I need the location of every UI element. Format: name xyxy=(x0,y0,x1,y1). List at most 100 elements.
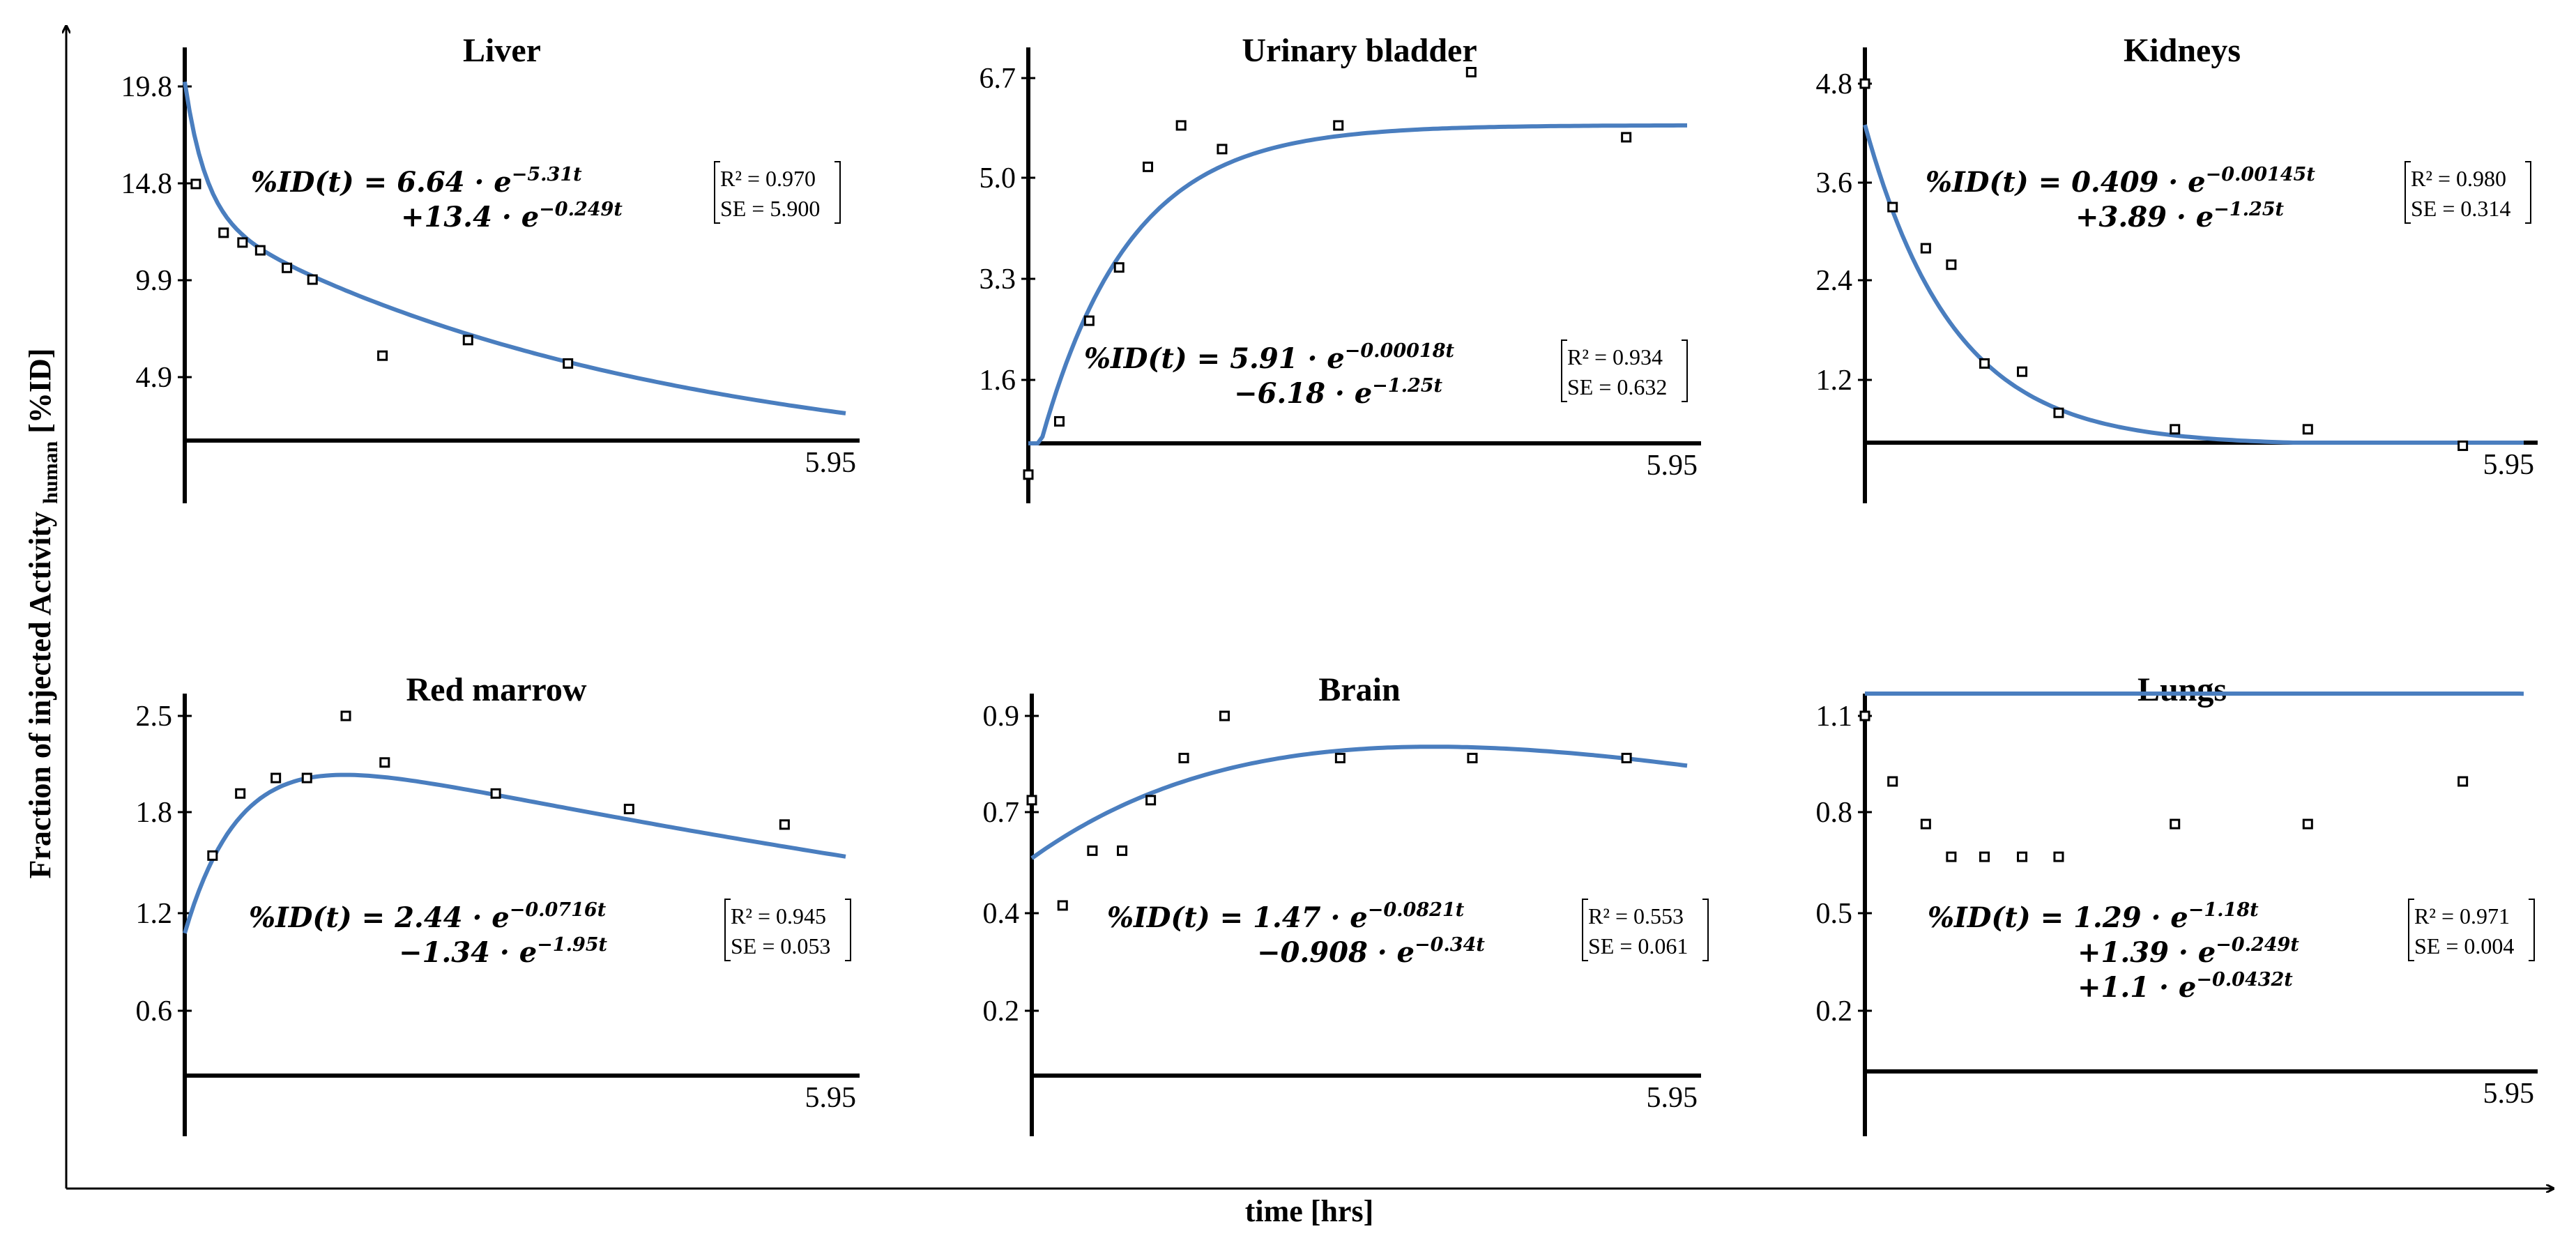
y-tick-label: 1.1 xyxy=(1816,701,1853,733)
data-point xyxy=(237,237,248,248)
y-tick-label: 9.9 xyxy=(136,265,173,297)
fit-stats-bracket-left xyxy=(2408,899,2414,961)
data-point xyxy=(1334,752,1346,763)
fit-se-label: SE = 5.900 xyxy=(720,196,820,221)
data-point xyxy=(1117,845,1128,856)
y-tick-label: 0.4 xyxy=(983,898,1020,930)
fit-stats-bracket-left xyxy=(724,899,731,961)
y-tick-label: 0.7 xyxy=(983,797,1020,829)
fit-curve xyxy=(1030,744,1688,860)
data-point xyxy=(1979,851,1990,862)
data-point xyxy=(563,358,574,369)
fit-stats-bracket-right xyxy=(834,161,841,224)
data-point xyxy=(2170,424,2181,435)
data-point xyxy=(1920,243,1931,254)
fit-equation-line: −1.34 · e−1.95t xyxy=(399,934,608,969)
y-tick-label: 1.2 xyxy=(136,898,173,930)
fit-r2-label: R² = 0.934 xyxy=(1567,344,1663,369)
fit-stats-bracket-right xyxy=(2529,899,2535,961)
global-x-axis-label: time [hrs] xyxy=(1245,1194,1374,1228)
fit-equation-line: %ID(t) = 0.409 · e−0.00145t xyxy=(1926,164,2315,199)
data-point xyxy=(1621,752,1632,763)
y-tick-label: 14.8 xyxy=(121,168,173,200)
data-point xyxy=(1053,415,1065,427)
x-tick-label-end: 5.95 xyxy=(805,447,857,479)
panel-title: Urinary bladder xyxy=(1242,32,1477,69)
data-point xyxy=(2053,851,2064,862)
data-point xyxy=(1178,752,1189,763)
fit-r2-label: R² = 0.945 xyxy=(731,903,826,929)
fit-stats-bracket-right xyxy=(1682,339,1688,402)
y-tick-label: 3.3 xyxy=(980,263,1016,296)
data-point xyxy=(1217,144,1228,155)
fit-r2-label: R² = 0.980 xyxy=(2411,166,2506,191)
data-point xyxy=(1057,900,1068,911)
data-point xyxy=(377,350,388,361)
y-tick-label: 0.9 xyxy=(983,701,1020,733)
data-point xyxy=(254,245,266,256)
data-point xyxy=(282,262,293,273)
data-point xyxy=(207,850,218,861)
fit-se-label: SE = 0.314 xyxy=(2411,196,2510,221)
panel-brain: 0.2 0.4 0.7 0.9 5.95 Brain %ID(t) = 1.47 · e−0… xyxy=(983,671,1709,1136)
y-axis-label-subscript: human xyxy=(39,441,62,503)
panel-urinary-bladder: 1.6 3.3 5.0 6.7 5.95 Urinary bladder %ID(t) = … xyxy=(980,32,1701,503)
y-axis-label-main: Fraction of injected Activity xyxy=(23,512,57,879)
data-point xyxy=(2017,366,2028,377)
fit-stats-bracket-left xyxy=(714,161,720,224)
y-tick-label: 1.2 xyxy=(1816,365,1853,397)
x-tick-label-end: 5.95 xyxy=(2483,449,2535,481)
fit-equation-line: +1.1 · e−0.0432t xyxy=(2078,969,2293,1004)
data-point xyxy=(1175,120,1187,131)
y-tick-label: 2.5 xyxy=(136,701,173,733)
panel-kidneys: 1.2 2.4 3.6 4.8 5.95 Kidneys %ID(t) = 0.409 · … xyxy=(1816,32,2538,503)
data-point xyxy=(307,274,318,285)
fit-curve xyxy=(183,81,846,415)
data-point xyxy=(270,772,282,784)
data-point xyxy=(2170,818,2181,830)
y-tick-label: 0.2 xyxy=(983,995,1020,1028)
data-point xyxy=(2017,851,2028,862)
fit-se-label: SE = 0.004 xyxy=(2414,933,2514,958)
fit-equation-line: %ID(t) = 1.47 · e−0.0821t xyxy=(1107,899,1465,934)
data-point xyxy=(779,819,790,830)
y-tick-label: 4.8 xyxy=(1816,68,1853,100)
fit-equation-line: %ID(t) = 5.91 · e−0.00018t xyxy=(1084,340,1454,375)
fit-stats-bracket-left xyxy=(1561,339,1567,402)
data-point xyxy=(190,178,201,190)
panel-title: Red marrow xyxy=(406,671,586,708)
data-point xyxy=(623,804,634,815)
panel-title: Liver xyxy=(463,32,541,69)
panel-title: Brain xyxy=(1318,671,1400,708)
global-y-axis-label: Fraction of injected Activity human [%ID… xyxy=(23,349,64,879)
data-point xyxy=(379,757,390,768)
data-point xyxy=(1113,262,1125,273)
data-point xyxy=(1333,120,1344,131)
data-point xyxy=(1887,201,1898,213)
fit-stats-bracket-right xyxy=(2525,161,2531,224)
x-tick-label-end: 5.95 xyxy=(805,1082,857,1114)
data-point xyxy=(1467,752,1478,763)
data-point xyxy=(218,227,229,238)
data-point xyxy=(340,710,351,721)
data-point xyxy=(1143,161,1154,172)
data-point xyxy=(2053,407,2064,418)
data-point xyxy=(462,335,473,346)
fit-r2-label: R² = 0.971 xyxy=(2414,903,2510,929)
data-point xyxy=(490,788,501,799)
y-tick-label: 19.8 xyxy=(121,71,173,103)
y-tick-label: 0.8 xyxy=(1816,797,1853,829)
fit-se-label: SE = 0.061 xyxy=(1588,933,1688,958)
x-tick-label-end: 5.95 xyxy=(1647,450,1698,482)
data-point xyxy=(2457,776,2469,787)
data-point xyxy=(235,788,246,799)
fit-equation-line: −6.18 · e−1.25t xyxy=(1234,375,1443,410)
fit-equation-line: %ID(t) = 2.44 · e−0.0716t xyxy=(249,899,607,934)
fit-r2-label: R² = 0.553 xyxy=(1588,903,1684,929)
data-point xyxy=(2457,440,2469,451)
data-point xyxy=(1920,818,1931,830)
fit-curve xyxy=(1028,123,1687,445)
data-point xyxy=(2302,818,2313,830)
fit-equation-line: −0.908 · e−0.34t xyxy=(1257,934,1485,969)
